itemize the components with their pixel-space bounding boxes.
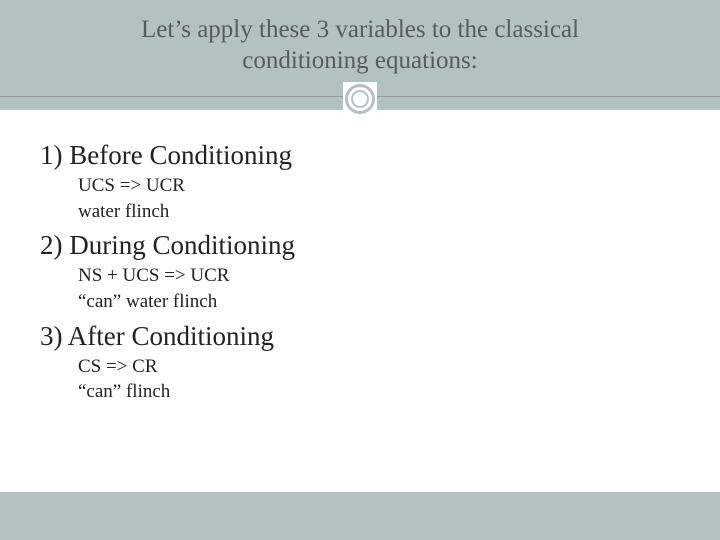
section-1-eq-bottom: water flinch <box>78 199 680 225</box>
section-3-eq-top: CS => CR <box>78 354 680 380</box>
slide-title: Let’s apply these 3 variables to the cla… <box>0 14 720 77</box>
circle-ornament-icon <box>343 82 377 116</box>
section-2-eq-top: NS + UCS => UCR <box>78 263 680 289</box>
section-2-heading: 2) During Conditioning <box>40 230 680 261</box>
section-3-heading: 3) After Conditioning <box>40 321 680 352</box>
title-line-1: Let’s apply these 3 variables to the cla… <box>141 16 579 43</box>
title-line-2: conditioning equations: <box>242 47 477 74</box>
title-band: Let’s apply these 3 variables to the cla… <box>0 0 720 110</box>
section-1-eq-top: UCS => UCR <box>78 173 680 199</box>
section-3-eq-bottom: “can” flinch <box>78 379 680 405</box>
footer-band <box>0 492 720 540</box>
section-1-heading: 1) Before Conditioning <box>40 140 680 171</box>
section-2-eq-bottom: “can” water flinch <box>78 289 680 315</box>
content-area: 1) Before Conditioning UCS => UCR water … <box>0 110 720 405</box>
